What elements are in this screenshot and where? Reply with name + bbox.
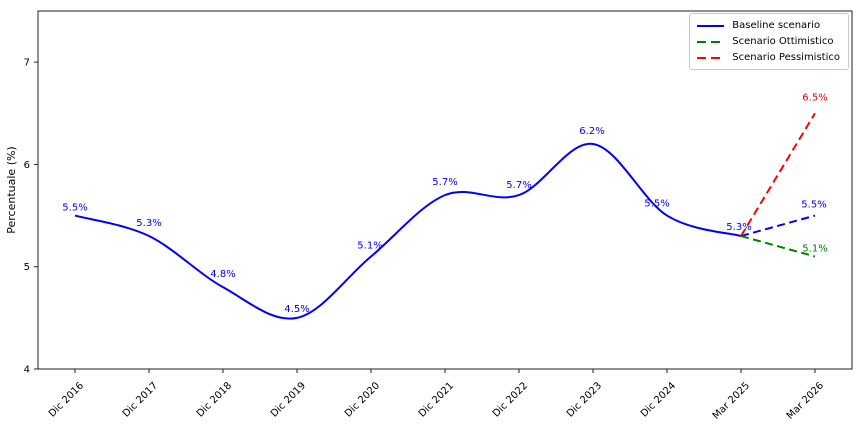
data-point-label: 5.7% xyxy=(506,180,531,191)
x-tick-label: Dic 2024 xyxy=(639,380,678,419)
legend-label: Scenario Pessimistico xyxy=(732,52,840,63)
x-tick-label: Dic 2022 xyxy=(491,380,530,419)
data-point-label: 5.1% xyxy=(357,240,382,251)
legend-item-baseline-scenario: Baseline scenario xyxy=(697,19,840,32)
legend-label: Baseline scenario xyxy=(732,20,821,31)
data-point-label: 5.3% xyxy=(726,222,751,233)
data-point-label: 6.2% xyxy=(579,126,604,137)
x-tick-label: Dic 2018 xyxy=(195,380,234,419)
data-point-label: 5.1% xyxy=(802,243,827,254)
x-tick-label: Mar 2026 xyxy=(785,380,826,421)
data-point-label: 6.5% xyxy=(802,92,827,103)
y-tick-label: 4 xyxy=(24,365,30,376)
optimistic-line xyxy=(740,235,816,258)
legend-label: Scenario Ottimistico xyxy=(732,36,834,47)
data-point-label: 5.7% xyxy=(432,177,457,188)
baseline-curve xyxy=(74,142,742,320)
legend: Baseline scenario Scenario Ottimistico S… xyxy=(689,13,849,70)
data-point-label: 5.5% xyxy=(801,200,826,211)
y-tick-label: 7 xyxy=(24,58,30,69)
y-tick-label: 6 xyxy=(24,160,30,171)
x-tick-label: Dic 2020 xyxy=(343,380,382,419)
legend-item-scenario-pessimistico: Scenario Pessimistico xyxy=(697,51,840,64)
data-point-label: 5.3% xyxy=(136,218,161,229)
x-tick-label: Mar 2025 xyxy=(711,380,752,421)
data-point-label: 4.8% xyxy=(210,269,235,280)
data-point-label: 5.5% xyxy=(62,203,87,214)
y-tick-label: 5 xyxy=(24,262,30,273)
legend-item-scenario-ottimistico: Scenario Ottimistico xyxy=(697,35,840,48)
data-point-label: 4.5% xyxy=(284,304,309,315)
x-tick-label: Dic 2016 xyxy=(47,380,86,419)
legend-line-swatch xyxy=(697,56,725,59)
y-axis-label: Percentuale (%) xyxy=(5,146,18,233)
x-tick-label: Dic 2019 xyxy=(269,380,308,419)
data-point-label: 5.5% xyxy=(644,199,669,210)
pessimistic-line xyxy=(740,112,816,237)
baseline-forecast-line xyxy=(740,214,816,237)
legend-line-swatch xyxy=(697,24,725,27)
legend-line-swatch xyxy=(697,40,725,43)
x-tick-label: Dic 2021 xyxy=(417,380,456,419)
x-tick-label: Dic 2023 xyxy=(565,380,604,419)
x-tick-label: Dic 2017 xyxy=(121,380,160,419)
